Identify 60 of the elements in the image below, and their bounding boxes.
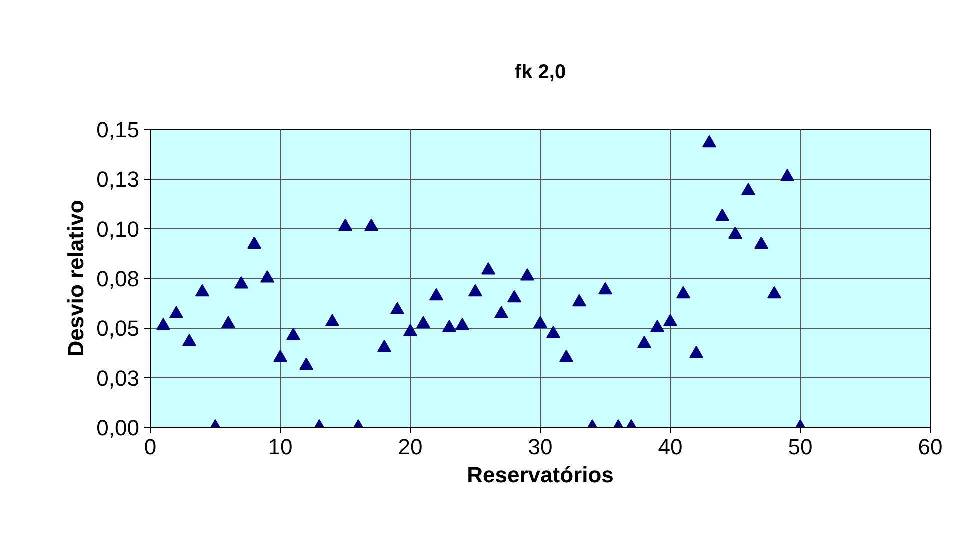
point bbox=[234, 276, 248, 289]
point bbox=[170, 306, 184, 319]
point bbox=[690, 346, 704, 358]
point bbox=[768, 286, 782, 299]
point bbox=[742, 183, 756, 196]
point bbox=[676, 286, 690, 299]
point bbox=[754, 236, 768, 249]
point bbox=[468, 284, 482, 297]
point bbox=[338, 218, 352, 232]
point bbox=[260, 270, 274, 283]
point bbox=[534, 316, 548, 328]
point bbox=[416, 316, 430, 328]
x-tick-label: 20 bbox=[398, 434, 423, 460]
x-tick-label: 0 bbox=[144, 434, 157, 460]
point bbox=[196, 284, 210, 297]
y-tick-label: 0,03 bbox=[96, 366, 140, 391]
point bbox=[442, 320, 456, 332]
y-axis-title: Desvio relativo bbox=[64, 200, 89, 357]
point bbox=[572, 294, 586, 307]
point bbox=[520, 268, 534, 281]
point bbox=[404, 324, 418, 336]
point bbox=[716, 208, 730, 222]
point bbox=[664, 314, 678, 326]
x-tick-label: 30 bbox=[528, 434, 553, 460]
point bbox=[728, 226, 742, 240]
x-tick-label: 10 bbox=[268, 434, 293, 460]
x-axis-title: Reservatórios bbox=[467, 462, 614, 488]
point bbox=[780, 169, 794, 182]
point bbox=[364, 218, 378, 232]
point bbox=[300, 358, 314, 370]
point bbox=[508, 290, 522, 303]
point bbox=[598, 282, 612, 295]
point bbox=[482, 262, 496, 275]
y-tick-label: 0,15 bbox=[96, 118, 140, 142]
point bbox=[494, 306, 508, 319]
point bbox=[274, 350, 288, 362]
point bbox=[650, 320, 664, 332]
point bbox=[326, 314, 340, 326]
point bbox=[378, 340, 392, 352]
point bbox=[286, 328, 300, 340]
point bbox=[702, 135, 716, 148]
point bbox=[156, 318, 170, 330]
point bbox=[222, 316, 236, 328]
x-tick-label: 40 bbox=[658, 434, 683, 460]
x-tick-label: 60 bbox=[918, 434, 943, 460]
y-tick-label: 0,00 bbox=[96, 416, 140, 440]
point bbox=[638, 336, 652, 348]
x-tick-label: 50 bbox=[788, 434, 813, 460]
point bbox=[430, 288, 444, 301]
point bbox=[390, 302, 404, 315]
point bbox=[182, 334, 196, 346]
y-tick-label: 0,13 bbox=[96, 167, 140, 192]
y-tick-label: 0,08 bbox=[96, 266, 140, 292]
point bbox=[456, 318, 470, 330]
point bbox=[560, 350, 574, 362]
chart-title: fk 2,0 bbox=[514, 62, 566, 84]
point bbox=[546, 326, 560, 338]
point bbox=[248, 236, 262, 249]
y-tick-label: 0,10 bbox=[96, 216, 140, 242]
y-tick-label: 0,05 bbox=[96, 316, 140, 342]
